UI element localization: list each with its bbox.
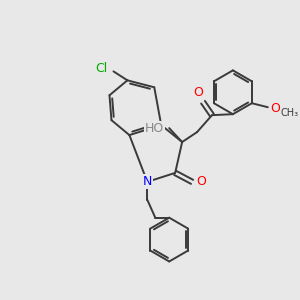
Text: Cl: Cl xyxy=(95,62,108,75)
Text: O: O xyxy=(196,175,206,188)
Text: O: O xyxy=(193,86,203,99)
Text: CH₃: CH₃ xyxy=(280,108,299,118)
Text: HO: HO xyxy=(145,122,164,135)
Text: N: N xyxy=(142,175,152,188)
Text: O: O xyxy=(270,102,280,115)
